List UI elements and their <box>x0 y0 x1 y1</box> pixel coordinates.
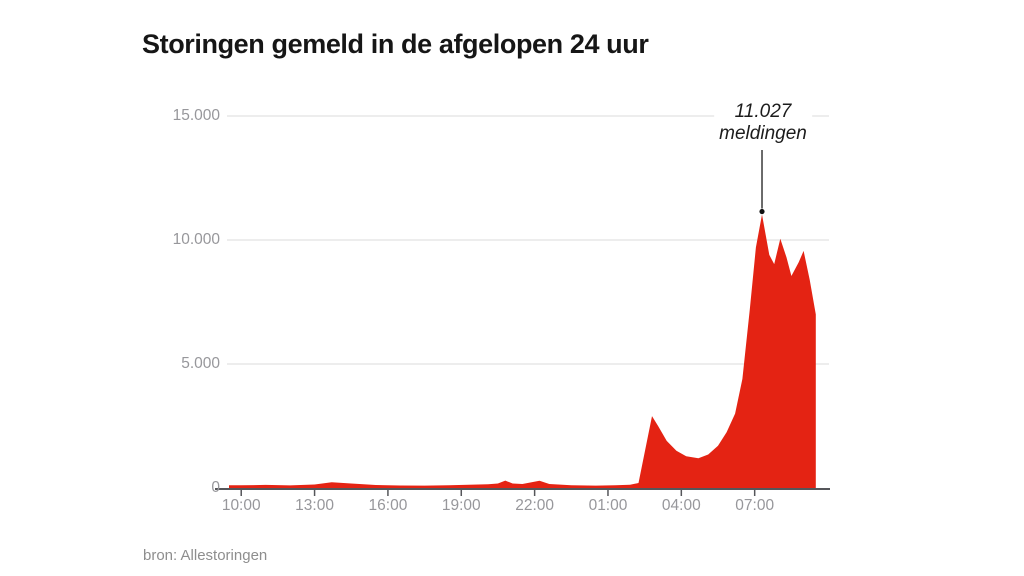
y-axis-label: 0 <box>211 479 220 496</box>
x-axis-label: 19:00 <box>441 497 481 514</box>
peak-annotation-unit: meldingen <box>719 122 807 144</box>
x-axis-label: 10:00 <box>221 497 261 514</box>
source-credit: bron: Allestoringen <box>143 547 268 564</box>
chart-title: Storingen gemeld in de afgelopen 24 uur <box>142 29 649 60</box>
x-axis-label: 16:00 <box>368 497 408 514</box>
y-axis-label: 15.000 <box>172 107 220 124</box>
y-axis-label: 5.000 <box>181 355 220 372</box>
x-axis-label: 07:00 <box>735 497 775 514</box>
annotation-dot <box>759 208 765 215</box>
y-axis-label: 10.000 <box>172 231 220 248</box>
x-axis-label: 13:00 <box>295 497 334 514</box>
x-axis-label: 01:00 <box>588 497 628 514</box>
x-axis-label: 04:00 <box>661 497 701 514</box>
x-axis-label: 22:00 <box>515 497 555 514</box>
peak-annotation-value: 11.027 <box>734 101 792 122</box>
chart-area <box>229 214 816 488</box>
peak-annotation: 11.027 meldingen <box>714 101 812 144</box>
